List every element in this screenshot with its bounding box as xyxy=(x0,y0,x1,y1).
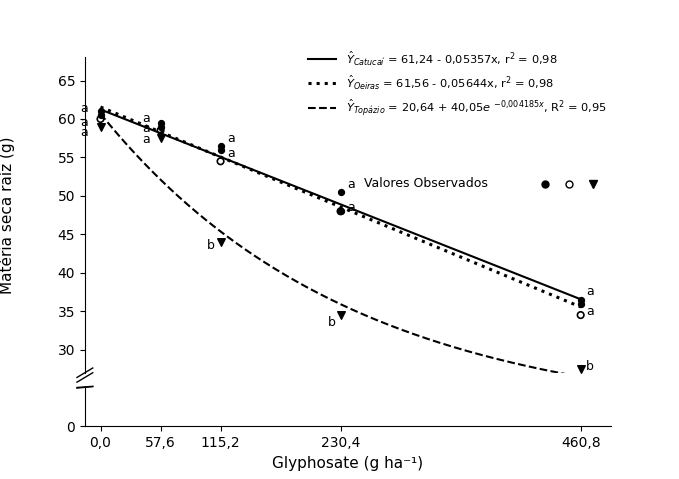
Point xyxy=(575,311,586,319)
Point xyxy=(215,76,226,83)
Point xyxy=(575,206,586,214)
Text: a: a xyxy=(143,113,150,125)
Text: a: a xyxy=(80,116,88,129)
Point xyxy=(575,150,586,158)
Legend: $\hat{Y}_{Catuca\acute{\i}}$ = 61,24 - 0,05357x, r$^{2}$ = 0,98, $\hat{Y}_{Oeira: $\hat{Y}_{Catuca\acute{\i}}$ = 61,24 - 0… xyxy=(304,45,611,123)
Text: Valores Observados: Valores Observados xyxy=(364,177,488,190)
Point xyxy=(575,365,586,373)
Point xyxy=(95,123,106,130)
Point xyxy=(215,142,226,150)
Text: a: a xyxy=(227,147,234,160)
Point xyxy=(95,115,106,123)
Point xyxy=(335,207,346,215)
Point xyxy=(335,24,346,32)
Text: Matéria seca raíz (g): Matéria seca raíz (g) xyxy=(0,137,15,294)
Text: b: b xyxy=(586,360,593,373)
Text: a: a xyxy=(143,123,150,136)
Point xyxy=(335,207,346,215)
Point xyxy=(575,135,586,142)
Point xyxy=(155,123,166,130)
Point xyxy=(155,135,166,142)
Point xyxy=(335,150,346,158)
Point xyxy=(95,107,106,115)
Text: a: a xyxy=(586,305,593,318)
X-axis label: Glyphosate (g ha⁻¹): Glyphosate (g ha⁻¹) xyxy=(272,456,424,470)
Point xyxy=(155,126,166,134)
Point xyxy=(335,44,346,52)
Point xyxy=(155,119,166,126)
Text: a: a xyxy=(347,201,354,214)
Point xyxy=(575,300,586,308)
Text: b: b xyxy=(327,316,335,329)
Text: b: b xyxy=(206,240,215,252)
Point xyxy=(215,146,226,154)
Text: a: a xyxy=(143,133,150,146)
Point xyxy=(215,158,226,165)
Text: a: a xyxy=(80,126,88,139)
Point xyxy=(215,238,226,246)
Text: a: a xyxy=(227,132,234,145)
Point xyxy=(575,296,586,304)
Text: a: a xyxy=(80,103,88,115)
Point xyxy=(335,188,346,196)
Point xyxy=(335,311,346,319)
Text: a: a xyxy=(586,285,593,298)
Point xyxy=(575,139,586,147)
Text: a: a xyxy=(347,178,354,191)
Point xyxy=(335,44,346,52)
Point xyxy=(95,111,106,119)
